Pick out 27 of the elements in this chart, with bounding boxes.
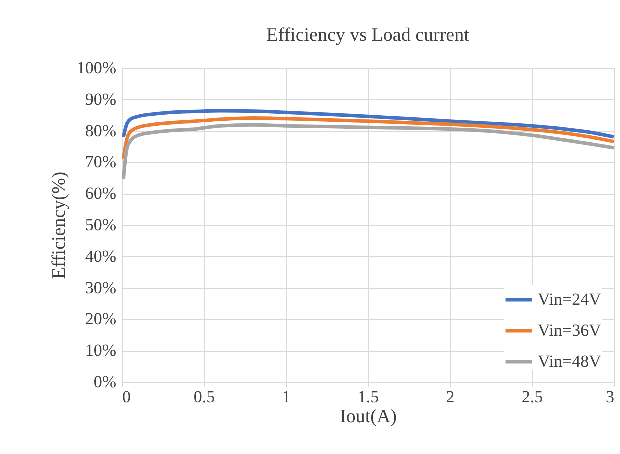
y-tick-label: 90% bbox=[85, 90, 116, 109]
x-tick-label: 2 bbox=[446, 388, 455, 406]
y-axis-title: Efficiency(%) bbox=[48, 172, 70, 280]
x-tick-label: 0 bbox=[122, 388, 131, 406]
y-tick-label: 100% bbox=[76, 58, 116, 78]
legend-label: Vin=48V bbox=[538, 352, 602, 371]
y-tick-label: 0% bbox=[94, 372, 116, 392]
y-tick-label: 40% bbox=[85, 246, 116, 266]
y-tick-label: 60% bbox=[85, 184, 116, 204]
line-series bbox=[122, 116, 614, 161]
x-axis-title: Iout(A) bbox=[340, 406, 397, 428]
x-tick-label: 1.5 bbox=[358, 388, 380, 406]
y-tick-label: 80% bbox=[85, 121, 116, 140]
line-series bbox=[122, 123, 614, 182]
x-tick-label: 2.5 bbox=[522, 388, 544, 406]
chart-title: Efficiency vs Load current bbox=[266, 25, 470, 46]
x-tick-label: 3 bbox=[606, 388, 614, 406]
y-tick-label: 50% bbox=[85, 216, 116, 234]
line-series bbox=[122, 109, 614, 139]
x-tick-label: 1 bbox=[282, 388, 291, 406]
y-tick-label: 10% bbox=[85, 341, 116, 360]
y-tick-label: 20% bbox=[85, 310, 116, 329]
x-tick-label: 0.5 bbox=[194, 388, 216, 406]
legend-label: Vin=24V bbox=[538, 290, 602, 309]
y-tick-label: 30% bbox=[85, 278, 116, 298]
y-tick-label: 70% bbox=[85, 152, 116, 172]
legend-label: Vin=36V bbox=[538, 321, 602, 340]
